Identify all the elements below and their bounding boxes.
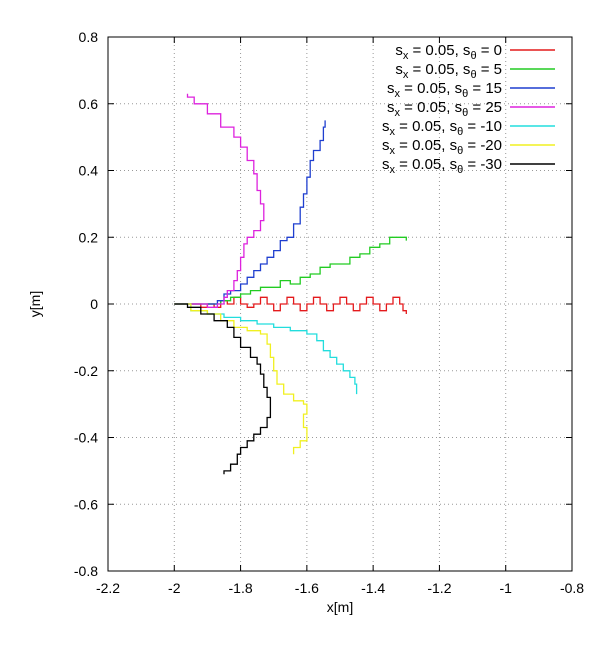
legend-label: sx = 0.05, sθ = -30 (382, 156, 502, 176)
series-line-0 (174, 296, 407, 314)
grid (107, 36, 573, 572)
y-tick-label: -0.2 (74, 363, 98, 379)
y-tick-label: 0.4 (79, 163, 99, 179)
y-axis-label: y[m] (27, 291, 43, 317)
x-tick-label: -2.2 (96, 580, 120, 596)
series-line-5 (174, 303, 308, 455)
legend-label: sx = 0.05, sθ = 0 (395, 42, 502, 62)
y-tick-label: -0.8 (74, 563, 98, 579)
plot-frame (107, 36, 573, 572)
x-tick-label: -1.8 (229, 580, 253, 596)
tick-labels: -2.2 -2 -1.8 -1.6 -1.4 -1.2 -1 -0.8 -0.8 -0.6 -0.4… (74, 29, 584, 596)
legend-label: sx = 0.05, sθ = 15 (387, 80, 502, 100)
x-axis-label: x[m] (327, 599, 353, 615)
y-tick-label: 0 (90, 296, 98, 312)
x-tick-label: -2 (168, 580, 181, 596)
series-line-6 (174, 303, 272, 475)
legend: sx = 0.05, sθ = 0sx = 0.05, sθ = 5sx = 0… (382, 42, 555, 176)
x-tick-label: -1 (499, 580, 512, 596)
series-line-4 (174, 303, 358, 395)
legend-label: sx = 0.05, sθ = -20 (382, 137, 502, 157)
x-tick-label: -1.2 (427, 580, 451, 596)
series-line-3 (174, 93, 265, 308)
y-tick-label: -0.4 (74, 430, 98, 446)
x-tick-label: -1.6 (295, 580, 319, 596)
x-tick-label: -0.8 (560, 580, 584, 596)
y-tick-label: 0.8 (79, 29, 99, 45)
y-tick-label: -0.6 (74, 496, 98, 512)
legend-label: sx = 0.05, sθ = 5 (395, 61, 502, 81)
series-line-1 (174, 236, 407, 305)
y-tick-label: 0.2 (79, 229, 99, 245)
legend-label: sx = 0.05, sθ = -10 (382, 118, 502, 138)
series-line-2 (174, 120, 326, 305)
legend-label: sx = 0.05, sθ = 25 (387, 99, 502, 119)
series-group (174, 93, 407, 475)
x-tick-label: -1.4 (361, 580, 385, 596)
y-tick-label: 0.6 (79, 96, 99, 112)
